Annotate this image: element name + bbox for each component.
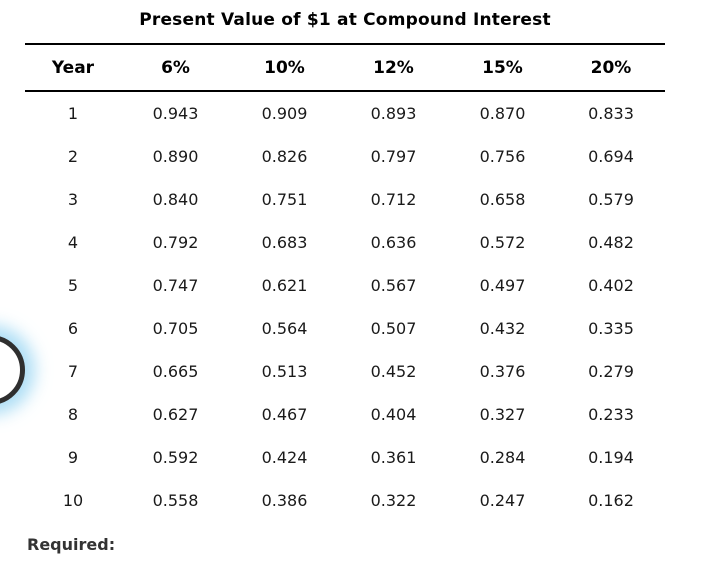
column-header-15pct: 15%	[448, 43, 557, 92]
value-cell: 0.636	[370, 233, 417, 252]
value-cell: 0.386	[261, 491, 308, 510]
value-cell: 0.792	[152, 233, 199, 252]
value-cell: 0.404	[370, 405, 417, 424]
table-row: 10 0.558 0.386 0.322 0.247 0.162	[25, 479, 665, 522]
year-cell: 4	[67, 233, 79, 252]
value-cell: 0.797	[370, 147, 417, 166]
table-row: 7 0.665 0.513 0.452 0.376 0.279	[25, 350, 665, 393]
value-cell: 0.658	[479, 190, 526, 209]
value-cell: 0.233	[588, 405, 634, 424]
value-cell: 0.284	[479, 448, 526, 467]
year-cell: 5	[67, 276, 79, 295]
value-cell: 0.870	[479, 104, 526, 123]
year-cell: 2	[67, 147, 79, 166]
value-cell: 0.579	[588, 190, 634, 209]
year-cell: 7	[67, 362, 79, 381]
value-cell: 0.747	[152, 276, 199, 295]
value-cell: 0.621	[261, 276, 308, 295]
year-cell: 6	[67, 319, 79, 338]
value-cell: 0.376	[479, 362, 526, 381]
value-cell: 0.567	[370, 276, 417, 295]
table-row: 1 0.943 0.909 0.893 0.870 0.833	[25, 91, 665, 135]
column-header-12pct: 12%	[339, 43, 448, 92]
value-cell: 0.452	[370, 362, 417, 381]
table-row: 9 0.592 0.424 0.361 0.284 0.194	[25, 436, 665, 479]
year-cell: 9	[67, 448, 79, 467]
value-cell: 0.558	[152, 491, 199, 510]
table-title: Present Value of $1 at Compound Interest	[139, 10, 551, 30]
value-cell: 0.943	[152, 104, 199, 123]
table-row: 8 0.627 0.467 0.404 0.327 0.233	[25, 393, 665, 436]
table-row: 6 0.705 0.564 0.507 0.432 0.335	[25, 307, 665, 350]
value-cell: 0.162	[588, 491, 634, 510]
table-row: 5 0.747 0.621 0.567 0.497 0.402	[25, 264, 665, 307]
value-cell: 0.247	[479, 491, 526, 510]
value-cell: 0.497	[479, 276, 526, 295]
value-cell: 0.665	[152, 362, 199, 381]
column-header-20pct: 20%	[557, 43, 665, 92]
table-header-row: Year 6% 10% 12% 15% 20%	[25, 43, 665, 92]
value-cell: 0.840	[152, 190, 199, 209]
value-cell: 0.756	[479, 147, 526, 166]
value-cell: 0.467	[261, 405, 308, 424]
value-cell: 0.322	[370, 491, 417, 510]
value-cell: 0.327	[479, 405, 526, 424]
value-cell: 0.705	[152, 319, 199, 338]
value-cell: 0.592	[152, 448, 199, 467]
table-row: 2 0.890 0.826 0.797 0.756 0.694	[25, 135, 665, 178]
value-cell: 0.507	[370, 319, 417, 338]
value-cell: 0.564	[261, 319, 308, 338]
value-cell: 0.833	[588, 104, 634, 123]
value-cell: 0.751	[261, 190, 308, 209]
column-header-6pct: 6%	[121, 43, 230, 92]
table-row: 3 0.840 0.751 0.712 0.658 0.579	[25, 178, 665, 221]
value-cell: 0.513	[261, 362, 308, 381]
value-cell: 0.826	[261, 147, 308, 166]
table-row: 4 0.792 0.683 0.636 0.572 0.482	[25, 221, 665, 264]
value-cell: 0.424	[261, 448, 308, 467]
value-cell: 0.909	[261, 104, 308, 123]
value-cell: 0.335	[588, 319, 634, 338]
value-cell: 0.432	[479, 319, 526, 338]
column-header-year: Year	[25, 43, 121, 92]
value-cell: 0.194	[588, 448, 634, 467]
value-cell: 0.694	[588, 147, 634, 166]
value-cell: 0.279	[588, 362, 634, 381]
recording-bubble-icon	[0, 335, 25, 405]
column-header-10pct: 10%	[230, 43, 339, 92]
present-value-table: Year 6% 10% 12% 15% 20% 1 0.943 0.909 0.…	[25, 43, 665, 522]
value-cell: 0.572	[479, 233, 526, 252]
value-cell: 0.627	[152, 405, 199, 424]
value-cell: 0.482	[588, 233, 634, 252]
value-cell: 0.893	[370, 104, 417, 123]
value-cell: 0.712	[370, 190, 417, 209]
value-cell: 0.890	[152, 147, 199, 166]
year-cell: 1	[67, 104, 79, 123]
value-cell: 0.402	[588, 276, 634, 295]
year-cell: 10	[62, 491, 84, 510]
value-cell: 0.361	[370, 448, 417, 467]
required-label: Required:	[27, 535, 116, 554]
value-cell: 0.683	[261, 233, 308, 252]
year-cell: 8	[67, 405, 79, 424]
year-cell: 3	[67, 190, 79, 209]
